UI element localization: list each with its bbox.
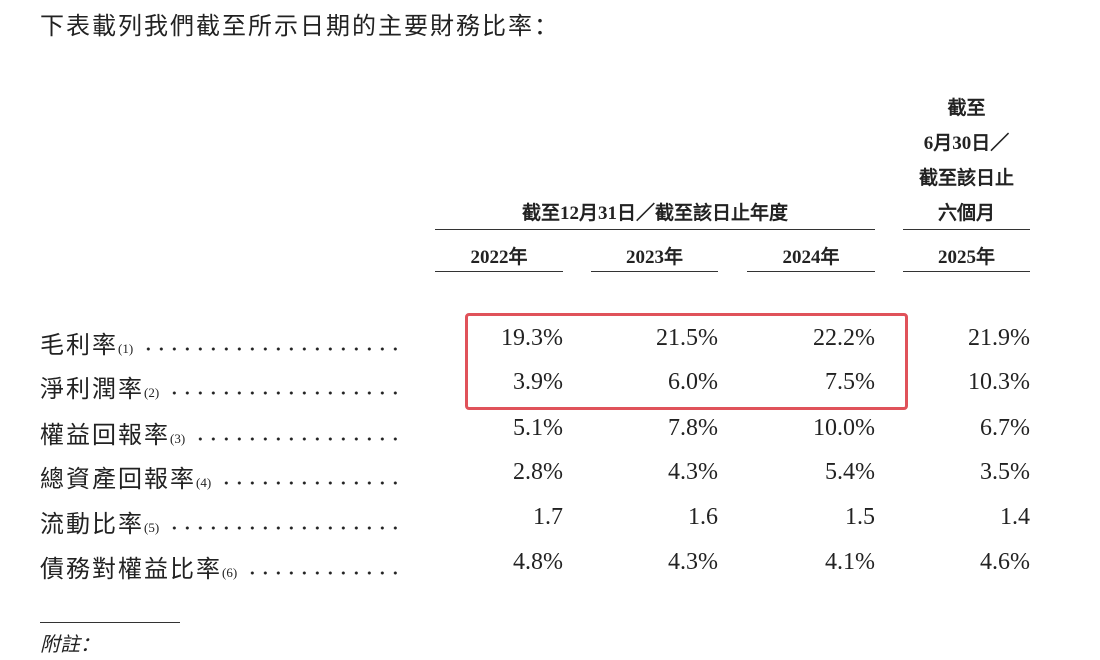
- row-label: 流動比率 (5): [40, 504, 402, 539]
- label-text: 淨利潤率: [40, 377, 144, 403]
- notes-heading: 附註：: [40, 634, 100, 656]
- footnote-rule: [40, 622, 180, 623]
- footnote-ref: (5): [144, 520, 160, 535]
- leader-dots: [189, 435, 402, 443]
- cell-value: 1.7: [533, 504, 563, 530]
- label-text: 毛利率: [40, 333, 118, 359]
- cell-value: 7.8%: [668, 415, 718, 441]
- group-header: 截至12月31日／截至該日止年度: [521, 203, 788, 224]
- rule: [747, 271, 875, 272]
- column-header: 六個月: [937, 203, 995, 224]
- year-header: 2023年: [625, 247, 683, 268]
- row-label: 權益回報率 (3): [40, 415, 402, 450]
- label-text: 總資產回報率: [40, 467, 196, 493]
- year-header: 2024年: [782, 247, 840, 268]
- cell-value: 1.5: [845, 504, 875, 530]
- column-header: 截至該日止: [918, 168, 1014, 189]
- cell-value: 4.8%: [513, 549, 563, 575]
- cell-value: 2.8%: [513, 459, 563, 485]
- leader-dots: [137, 345, 402, 353]
- row-label: 債務對權益比率 (6): [40, 549, 402, 584]
- footnote-ref: (6): [222, 565, 238, 580]
- highlight-box: [465, 313, 908, 410]
- leader-dots: [215, 479, 402, 487]
- footnote-ref: (2): [144, 385, 160, 400]
- cell-value: 19.3%: [501, 325, 563, 351]
- leader-dots: [163, 389, 402, 397]
- column-header: 截至: [947, 98, 986, 119]
- cell-value: 4.1%: [825, 549, 875, 575]
- cell-value: 4.3%: [668, 549, 718, 575]
- row-label: 淨利潤率 (2): [40, 369, 402, 404]
- cell-value: 3.9%: [513, 369, 563, 395]
- rule: [435, 271, 563, 272]
- rule: [903, 229, 1030, 230]
- row-label: 總資產回報率 (4): [40, 459, 402, 494]
- leader-dots: [241, 569, 402, 577]
- cell-value: 6.0%: [668, 369, 718, 395]
- cell-value: 5.1%: [513, 415, 563, 441]
- footnote-ref: (4): [196, 475, 212, 490]
- rule: [903, 271, 1030, 272]
- leader-dots: [163, 524, 402, 532]
- rule: [435, 229, 875, 230]
- cell-value: 21.9%: [968, 325, 1030, 351]
- rule: [591, 271, 718, 272]
- cell-value: 21.5%: [656, 325, 718, 351]
- cell-value: 6.7%: [980, 415, 1030, 441]
- cell-value: 10.0%: [813, 415, 875, 441]
- cell-value: 22.2%: [813, 325, 875, 351]
- label-text: 流動比率: [40, 512, 144, 538]
- footnote-ref: (1): [118, 341, 134, 356]
- label-text: 權益回報率: [40, 423, 170, 449]
- year-header: 2025年: [937, 247, 995, 268]
- label-text: 債務對權益比率: [40, 557, 222, 583]
- cell-value: 3.5%: [980, 459, 1030, 485]
- cell-value: 4.6%: [980, 549, 1030, 575]
- cell-value: 5.4%: [825, 459, 875, 485]
- intro: 下表載列我們截至所示日期的主要財務比率：: [40, 14, 560, 40]
- cell-value: 1.6: [688, 504, 718, 530]
- cell-value: 4.3%: [668, 459, 718, 485]
- footnote-ref: (3): [170, 431, 186, 446]
- column-header: 6月30日／: [923, 133, 1010, 154]
- year-header: 2022年: [470, 247, 528, 268]
- row-label: 毛利率 (1): [40, 325, 402, 360]
- cell-value: 7.5%: [825, 369, 875, 395]
- cell-value: 1.4: [1000, 504, 1030, 530]
- cell-value: 10.3%: [968, 369, 1030, 395]
